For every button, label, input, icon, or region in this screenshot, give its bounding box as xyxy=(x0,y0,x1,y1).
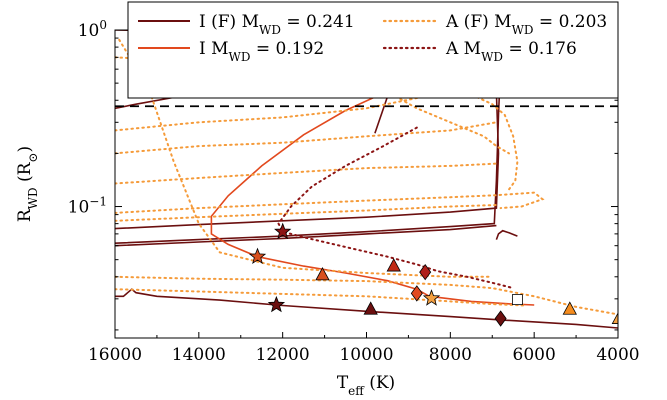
marker-diamond-10 xyxy=(410,285,423,302)
marker-star-2 xyxy=(267,295,286,313)
legend-label: I MWD = 0.192 xyxy=(199,39,324,64)
x-tick-label: 16000 xyxy=(88,345,142,365)
legend: I (F) MWD = 0.241 A (F) MWD = 0.203 I MW… xyxy=(127,1,619,99)
series-line-2-8 xyxy=(260,32,510,155)
x-tick-label: 6000 xyxy=(513,345,556,365)
marker-diamond-11 xyxy=(494,310,507,327)
series-line-2-2 xyxy=(115,121,498,155)
x-axis-ticks: 16000 14000 12000 10000 8000 6000 4000 xyxy=(88,30,640,365)
legend-box xyxy=(127,1,619,99)
series-line-0-5 xyxy=(495,229,518,240)
series-line-2-5 xyxy=(115,204,498,222)
legend-label: A (F) MWD = 0.203 xyxy=(445,12,607,37)
marker-star-3 xyxy=(422,289,441,306)
legend-label: I (F) MWD = 0.241 xyxy=(199,12,355,37)
marker-star-1 xyxy=(248,247,267,264)
marker-star-0 xyxy=(274,222,292,240)
series-line-2-7 xyxy=(115,288,527,307)
marker-triangle-8 xyxy=(611,312,618,324)
x-tick-label: 14000 xyxy=(172,345,226,365)
x-tick-label: 12000 xyxy=(256,345,310,365)
y-axis-label: RWD (R⊙) xyxy=(15,146,40,222)
series-line-2-6 xyxy=(115,275,618,316)
x-tick-label: 8000 xyxy=(429,345,472,365)
legend-entry-3: A MWD = 0.176 xyxy=(382,39,577,64)
series-line-0-0 xyxy=(115,288,618,329)
series-line-2-4 xyxy=(115,191,545,214)
y-tick-label: 10−1 xyxy=(68,195,107,218)
series-line-3-0 xyxy=(277,126,515,290)
legend-label: A MWD = 0.176 xyxy=(445,39,577,64)
marker-square-12 xyxy=(512,294,523,306)
y-tick-label: 100 xyxy=(78,18,107,41)
x-tick-label: 10000 xyxy=(339,345,393,365)
series-line-0-3 xyxy=(115,224,497,247)
series-line-2-3 xyxy=(115,162,498,185)
x-axis-label: Teff (K) xyxy=(337,373,395,398)
plot-markers xyxy=(248,222,618,327)
x-tick-label: 4000 xyxy=(596,345,639,365)
legend-entry-0: I (F) MWD = 0.241 xyxy=(138,12,355,37)
marker-triangle-6 xyxy=(363,301,378,315)
marker-triangle-4 xyxy=(315,267,330,281)
y-axis-ticks: 100 10−1 xyxy=(68,18,618,331)
marker-triangle-5 xyxy=(386,258,401,272)
legend-entry-1: A (F) MWD = 0.203 xyxy=(382,12,607,37)
legend-entry-2: I MWD = 0.192 xyxy=(138,39,324,64)
marker-diamond-9 xyxy=(419,263,432,281)
marker-triangle-7 xyxy=(562,301,577,315)
series-line-1-0 xyxy=(210,73,535,306)
